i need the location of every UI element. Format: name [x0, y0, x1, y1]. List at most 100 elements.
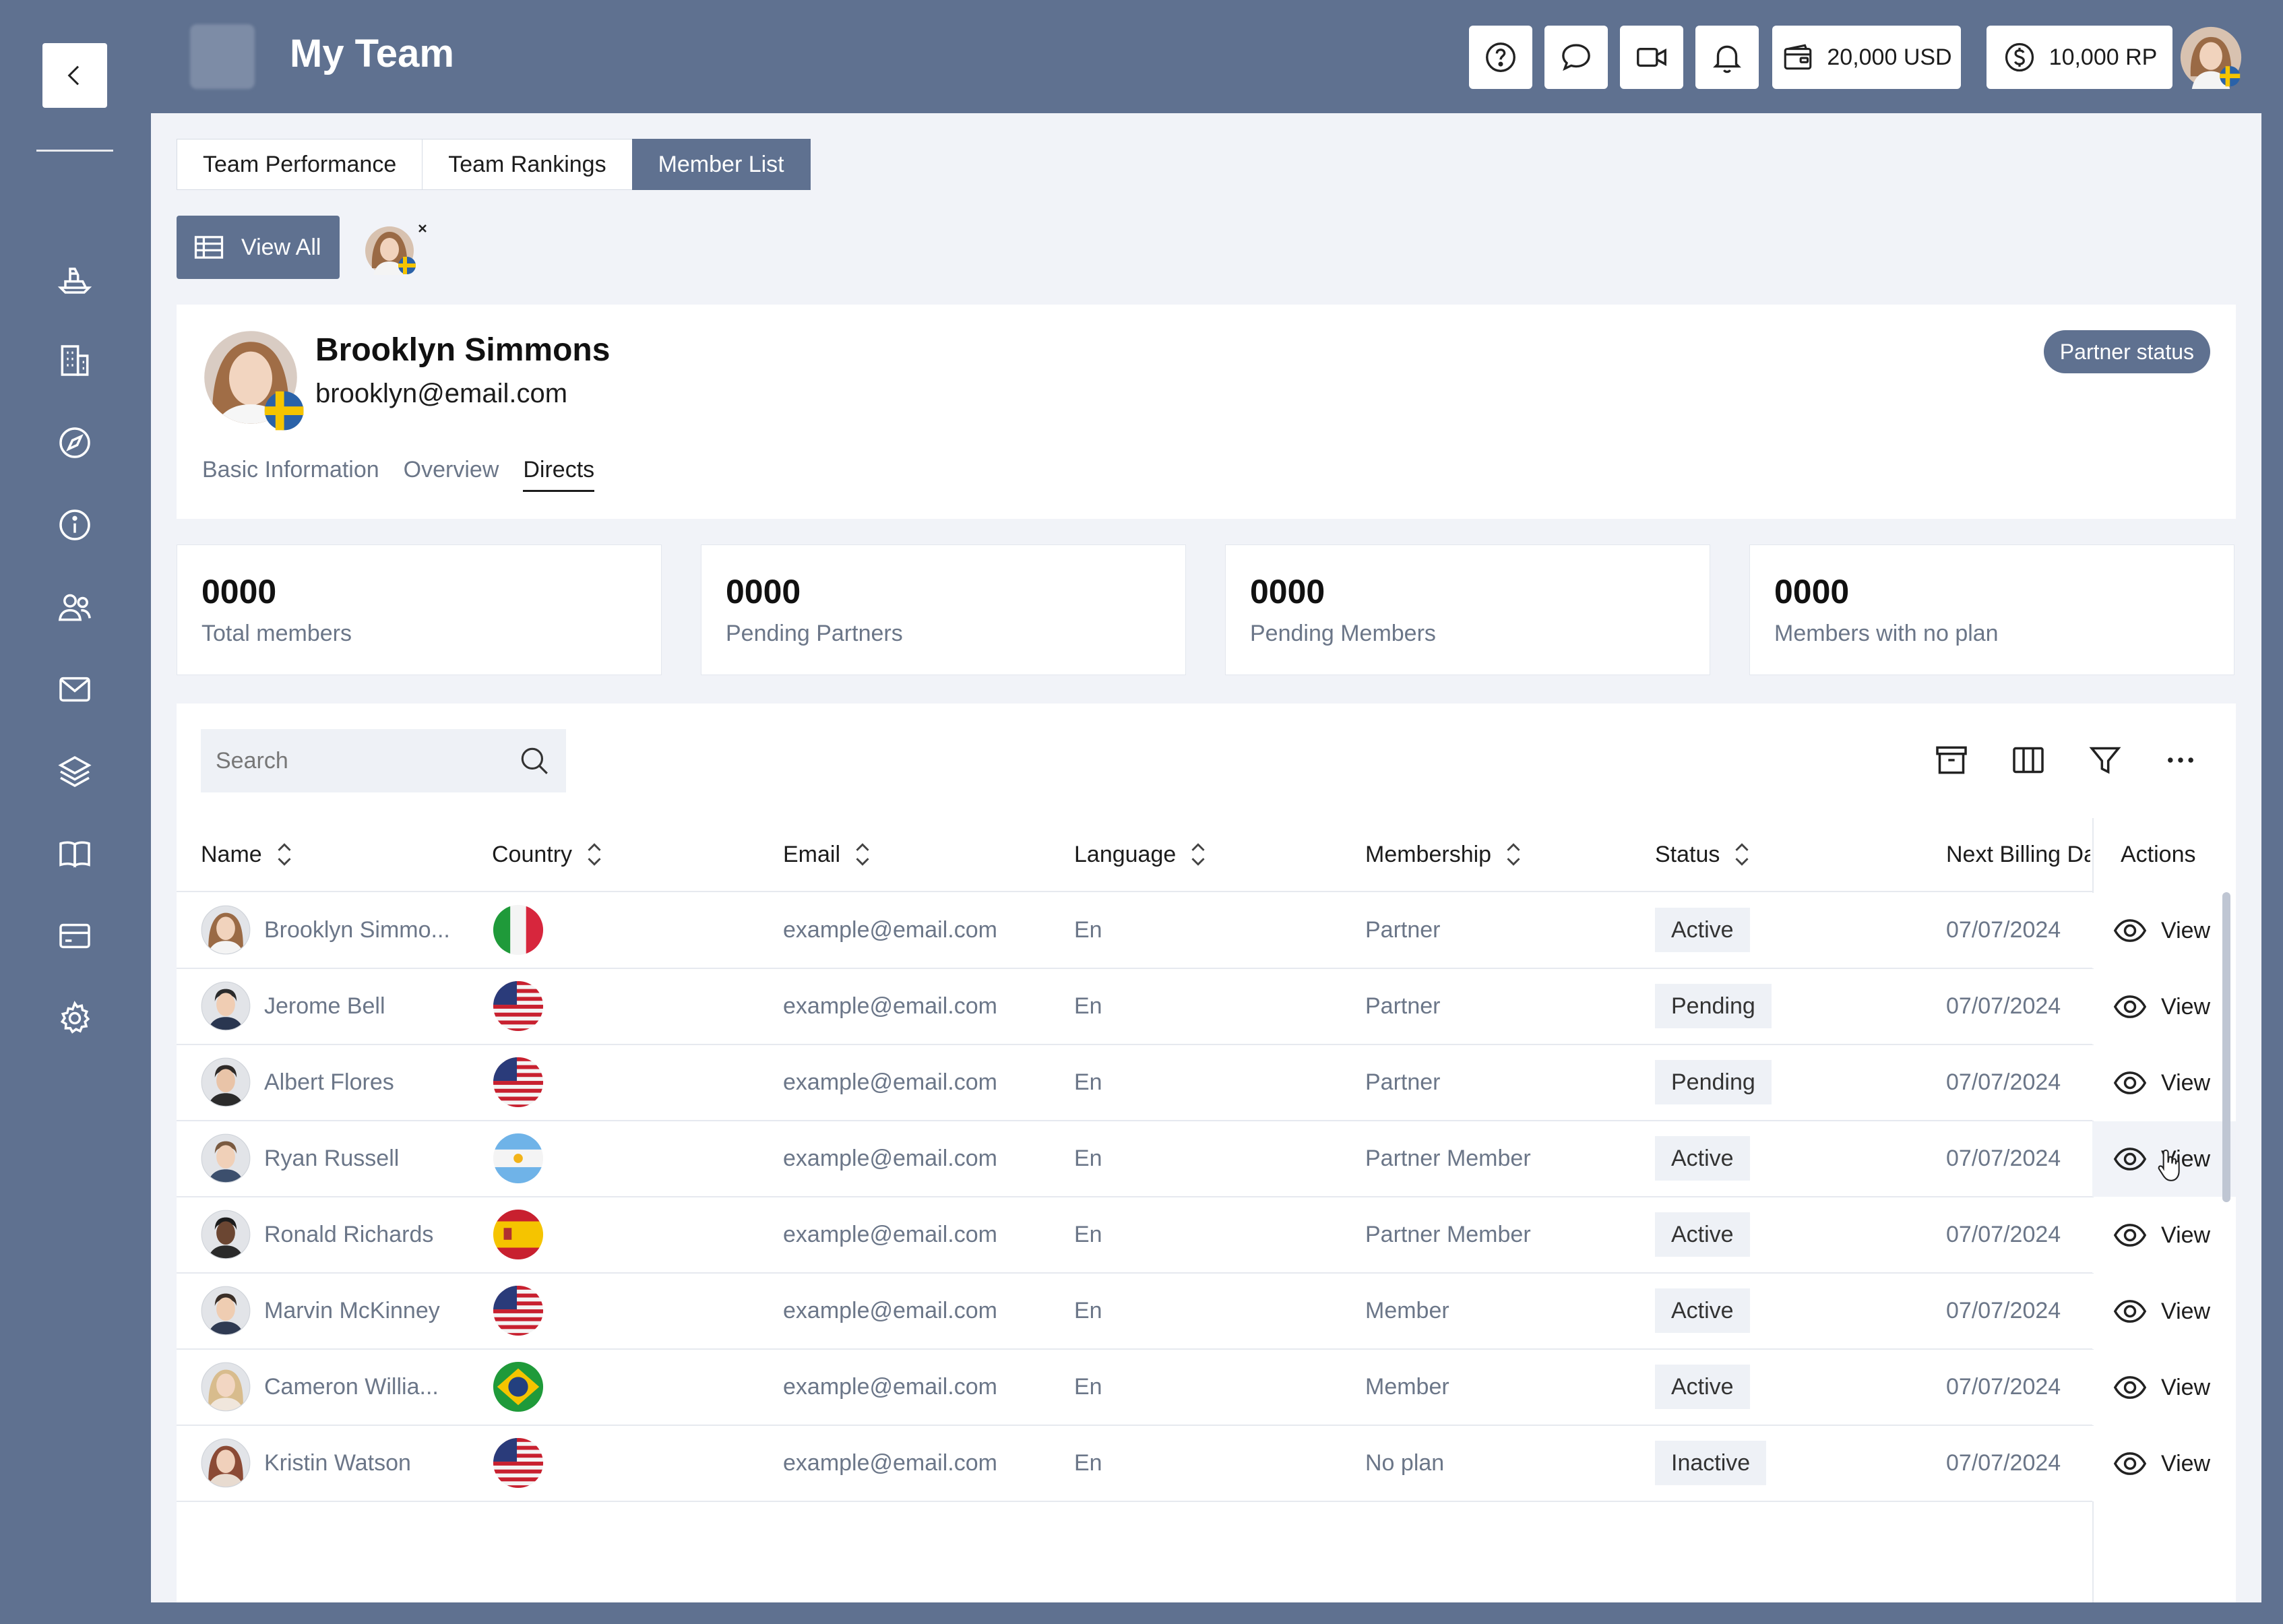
view-all-button[interactable]: View All: [177, 216, 340, 279]
stat-value: 0000: [726, 573, 801, 611]
columns-button[interactable]: [2007, 739, 2050, 782]
tab-team-rankings[interactable]: Team Rankings: [422, 139, 633, 190]
subtab-directs[interactable]: Directs: [523, 457, 595, 492]
sort-icon: [856, 843, 869, 866]
member-avatar: [201, 1438, 251, 1488]
view-action-button[interactable]: View: [2092, 1350, 2236, 1425]
view-action-button[interactable]: View: [2092, 1426, 2236, 1501]
profile-subtabs: Basic Information Overview Directs: [202, 457, 619, 492]
table-row[interactable]: Ryan Russell example@email.com En Partner M…: [177, 1121, 2236, 1197]
column-header-label: Name: [201, 841, 262, 867]
chat-button[interactable]: [1544, 26, 1608, 89]
cell-email: example@email.com: [783, 993, 997, 1019]
view-label: View: [2161, 1298, 2211, 1324]
boat-icon[interactable]: [53, 256, 97, 301]
cell-billing: 07/07/2024: [1946, 1145, 2061, 1171]
table-row[interactable]: Jerome Bell example@email.com En Partner Pen…: [177, 968, 2236, 1045]
column-header-label: Membership: [1365, 841, 1492, 867]
subtab-overview[interactable]: Overview: [403, 457, 499, 482]
member-name: Ryan Russell: [264, 1145, 400, 1171]
wallet-usd-button[interactable]: 20,000 USD: [1772, 26, 1961, 89]
stat-label: Pending Members: [1250, 621, 1436, 646]
cell-status: Inactive: [1655, 1425, 1767, 1501]
archive-button[interactable]: [1930, 739, 1973, 782]
compass-icon[interactable]: [53, 420, 97, 465]
table-row[interactable]: Ronald Richards example@email.com En Partne…: [177, 1197, 2236, 1274]
member-avatar: [201, 981, 251, 1031]
flag-brazil-icon: [493, 1361, 544, 1412]
column-header-next-billing[interactable]: Next Billing Da: [1946, 818, 2090, 891]
close-icon: [418, 224, 427, 232]
column-header-email[interactable]: Email: [783, 818, 873, 891]
mail-icon[interactable]: [53, 667, 97, 712]
search-input[interactable]: [214, 747, 487, 775]
tab-member-list[interactable]: Member List: [631, 139, 811, 190]
column-header-status[interactable]: Status: [1655, 818, 1752, 891]
member-name: Albert Flores: [264, 1069, 394, 1095]
video-button[interactable]: [1620, 26, 1683, 89]
wallet-rp-button[interactable]: 10,000 RP: [1987, 26, 2172, 89]
member-avatar: [201, 1210, 251, 1259]
member-avatar: [201, 1133, 251, 1183]
cell-language: En: [1074, 1297, 1102, 1323]
search-icon[interactable]: [518, 744, 551, 778]
bell-icon: [1713, 45, 1741, 73]
column-header-name[interactable]: Name: [201, 818, 294, 891]
tab-team-performance[interactable]: Team Performance: [177, 139, 423, 190]
filter-button[interactable]: [2084, 739, 2127, 782]
more-button[interactable]: [2159, 739, 2202, 782]
book-icon[interactable]: [53, 832, 97, 876]
notifications-button[interactable]: [1695, 26, 1759, 89]
status-badge: Active: [1655, 1136, 1750, 1181]
selected-member-chip[interactable]: [364, 221, 427, 275]
subtab-basic-information[interactable]: Basic Information: [202, 457, 379, 482]
flag-usa-icon: [493, 1285, 544, 1336]
column-header-membership[interactable]: Membership: [1365, 818, 1524, 891]
sidebar: [0, 0, 150, 1624]
cell-name: Kristin Watson: [201, 1425, 411, 1501]
column-header-language[interactable]: Language: [1074, 818, 1208, 891]
layers-icon[interactable]: [53, 749, 97, 794]
cell-membership: Partner: [1365, 916, 1441, 943]
table-row[interactable]: Brooklyn Simmo... example@email.com En Part…: [177, 892, 2236, 969]
column-header-label: Country: [492, 841, 573, 867]
building-icon[interactable]: [53, 338, 97, 383]
cell-country: [492, 892, 544, 968]
columns-icon: [2013, 747, 2044, 774]
view-action-button[interactable]: View: [2092, 1045, 2236, 1121]
cell-membership: Partner Member: [1365, 1145, 1531, 1171]
profile-card: Brooklyn Simmons brooklyn@email.com Part…: [177, 305, 2236, 519]
column-header-country[interactable]: Country: [492, 818, 604, 891]
user-avatar[interactable]: [2179, 26, 2243, 89]
credit-card-icon[interactable]: [53, 914, 97, 958]
chat-icon: [1562, 44, 1590, 71]
back-button[interactable]: [42, 43, 107, 108]
table-row[interactable]: Albert Flores example@email.com En Partner P…: [177, 1044, 2236, 1121]
sort-icon: [1735, 843, 1749, 866]
table-row[interactable]: Kristin Watson example@email.com En No plan…: [177, 1425, 2236, 1502]
cell-country: [492, 1044, 544, 1120]
help-button[interactable]: [1469, 26, 1532, 89]
wallet-icon: [1784, 44, 1812, 70]
gear-icon[interactable]: [53, 996, 97, 1040]
table-row[interactable]: Cameron Willia... example@email.com En Memb…: [177, 1349, 2236, 1426]
status-badge: Active: [1655, 908, 1750, 952]
info-icon[interactable]: [53, 503, 97, 547]
table-header: Name Country Email Language Membership S…: [177, 818, 2236, 892]
status-badge: Active: [1655, 1365, 1750, 1409]
view-action-button[interactable]: View: [2092, 893, 2236, 968]
view-label: View: [2161, 917, 2211, 943]
stat-label: Total members: [201, 621, 352, 646]
view-action-button[interactable]: View: [2092, 1274, 2236, 1349]
member-avatar: [201, 1362, 251, 1412]
member-avatar: [201, 905, 251, 955]
view-action-button[interactable]: View: [2092, 969, 2236, 1044]
view-action-button[interactable]: View: [2092, 1197, 2236, 1273]
view-label: View: [2161, 1222, 2211, 1248]
vertical-scrollbar[interactable]: [2222, 892, 2230, 1202]
users-icon[interactable]: [53, 585, 97, 629]
cell-country: [492, 1273, 544, 1348]
filter-icon: [2089, 747, 2121, 774]
table-row[interactable]: Marvin McKinney example@email.com En Member…: [177, 1273, 2236, 1350]
cell-country: [492, 1425, 544, 1501]
